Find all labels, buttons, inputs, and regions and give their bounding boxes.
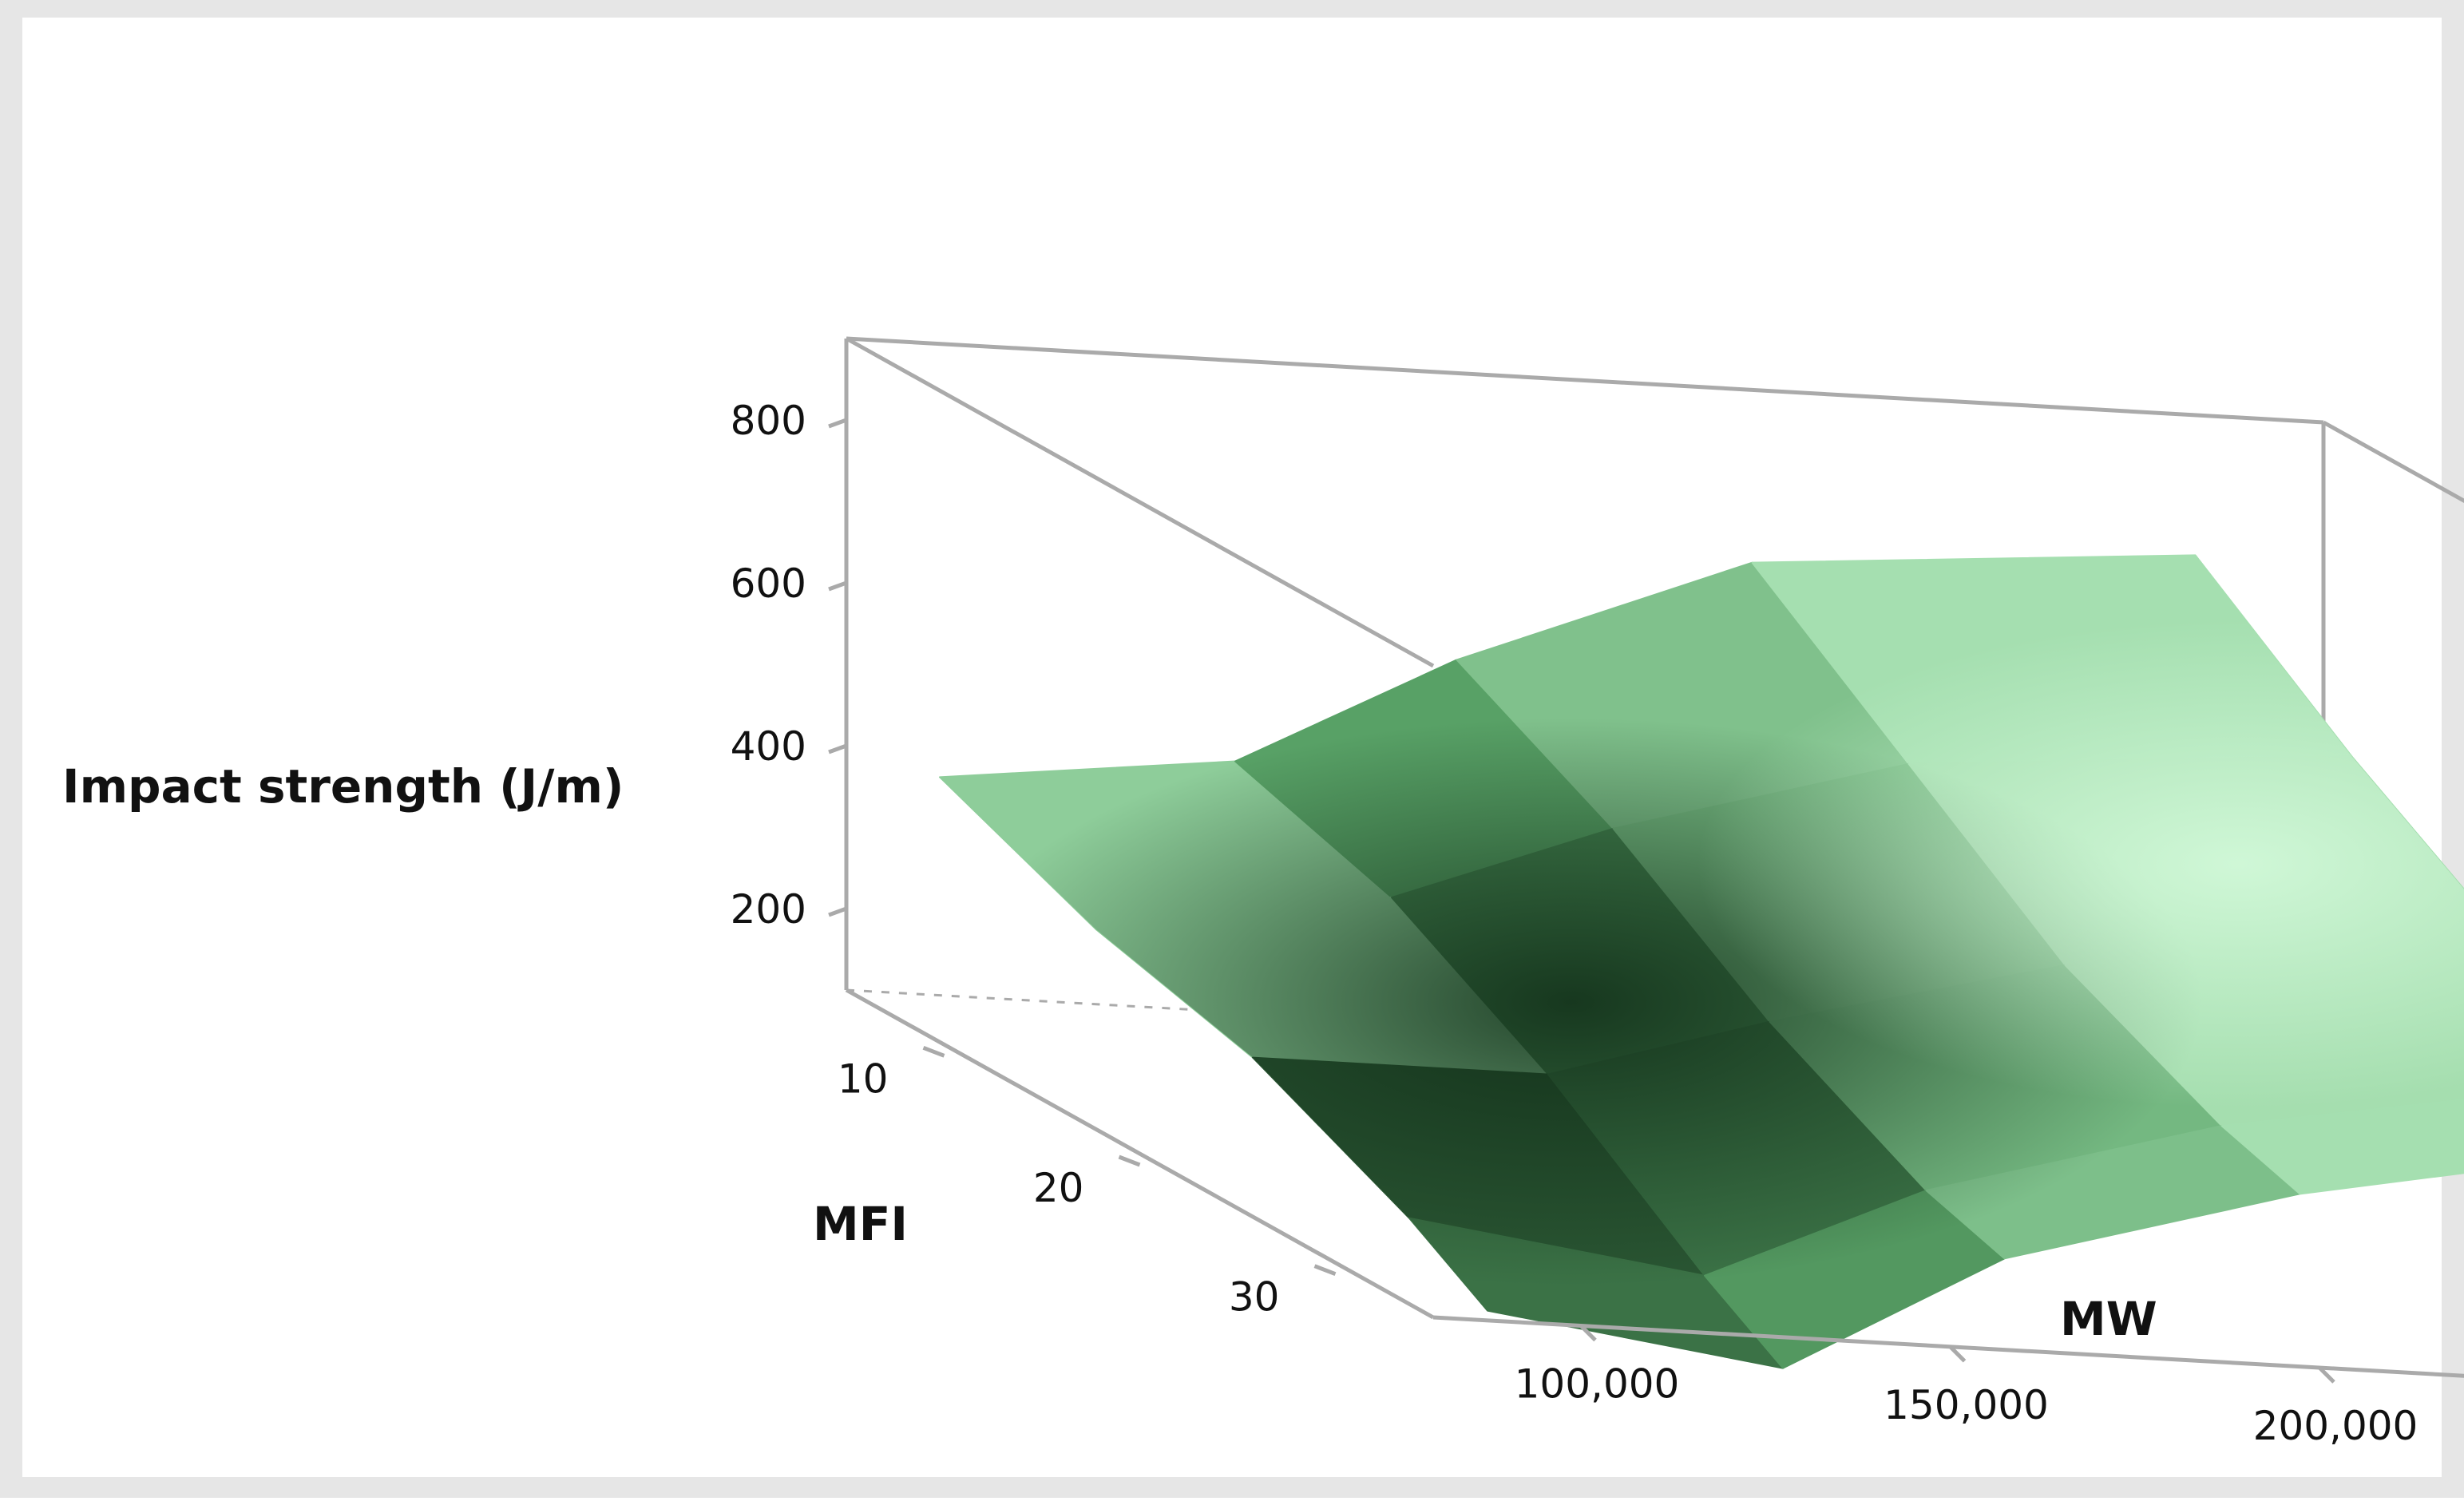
x-tick-label: 200,000 (2253, 1403, 2418, 1449)
x-axis-title: MW (2060, 1292, 2157, 1346)
x-tick-label: 100,000 (1515, 1361, 1680, 1408)
z-axis-title: Impact strength (J/m) (62, 759, 624, 814)
y-tick-label: 20 (1033, 1165, 1084, 1211)
y-axis-title: MFI (813, 1197, 908, 1251)
z-tick-label: 200 (731, 886, 806, 933)
x-tick-label: 150,000 (1884, 1382, 2049, 1428)
z-tick-label: 600 (731, 560, 806, 607)
y-tick-label: 10 (838, 1055, 889, 1102)
z-tick-label: 800 (731, 398, 806, 444)
z-tick-label: 400 (731, 723, 806, 770)
y-tick-label: 30 (1229, 1274, 1280, 1321)
